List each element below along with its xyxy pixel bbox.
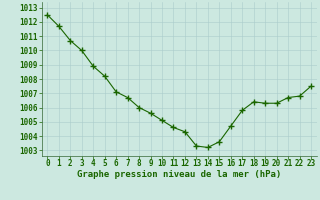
X-axis label: Graphe pression niveau de la mer (hPa): Graphe pression niveau de la mer (hPa): [77, 170, 281, 179]
